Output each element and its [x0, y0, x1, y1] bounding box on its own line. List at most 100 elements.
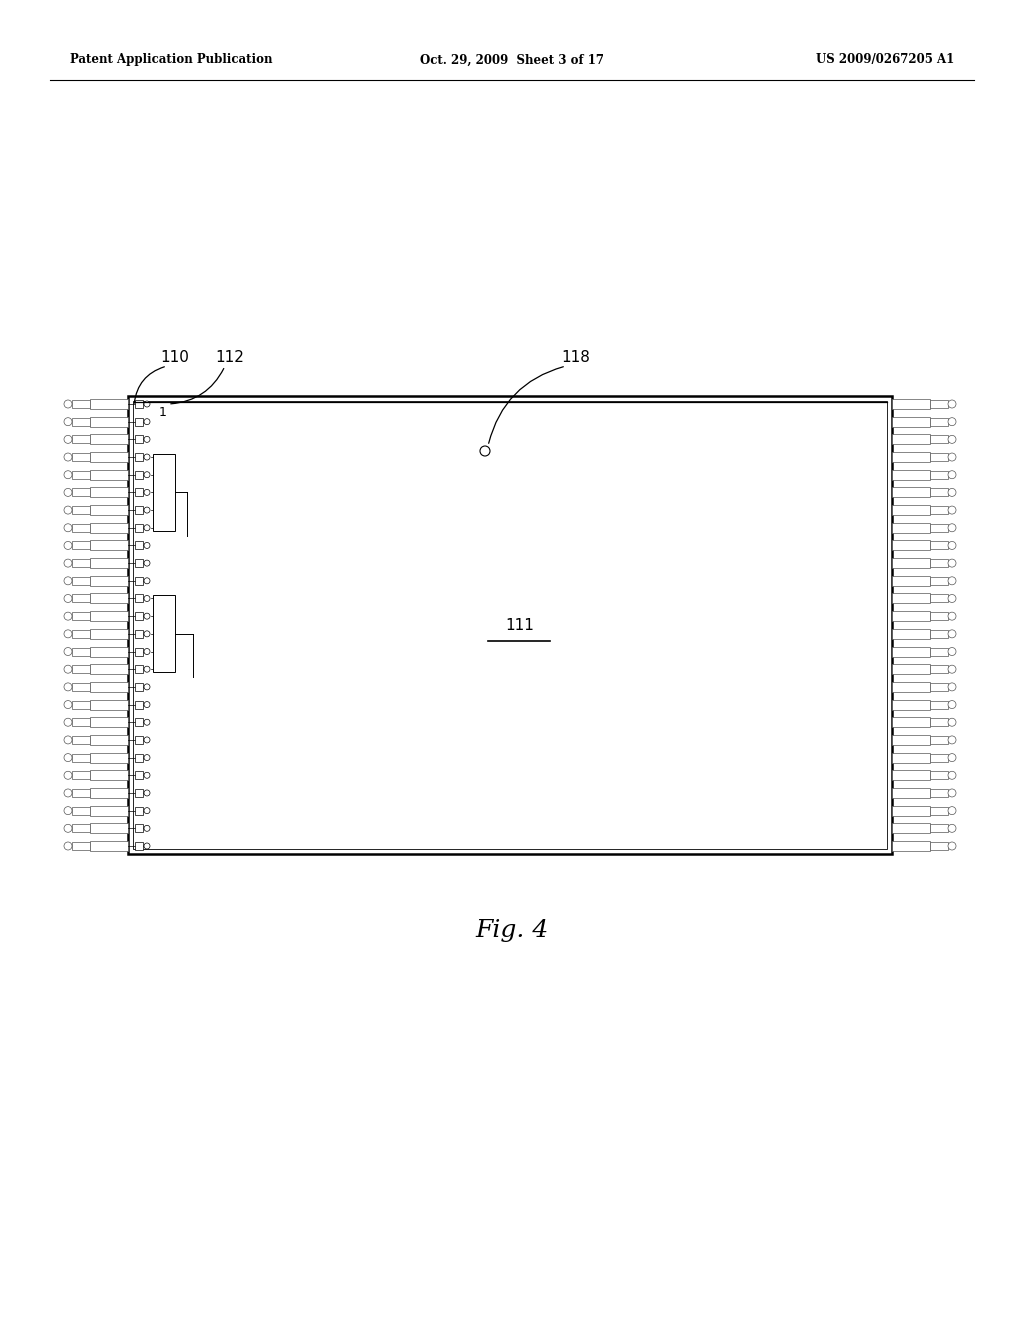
Bar: [72, 436, 90, 444]
Bar: [135, 524, 143, 532]
Text: Patent Application Publication: Patent Application Publication: [70, 54, 272, 66]
Bar: [892, 506, 930, 515]
Circle shape: [63, 612, 72, 620]
Bar: [892, 752, 930, 763]
Bar: [90, 717, 128, 727]
Circle shape: [144, 648, 150, 655]
Bar: [90, 417, 128, 426]
Bar: [930, 436, 948, 444]
Bar: [892, 682, 930, 692]
Circle shape: [144, 684, 150, 690]
Bar: [90, 805, 128, 816]
Text: 118: 118: [561, 351, 591, 366]
Circle shape: [480, 446, 490, 455]
Bar: [135, 506, 143, 513]
Text: Oct. 29, 2009  Sheet 3 of 17: Oct. 29, 2009 Sheet 3 of 17: [420, 54, 604, 66]
Bar: [892, 434, 930, 445]
Bar: [72, 771, 90, 779]
Circle shape: [948, 737, 956, 744]
Bar: [90, 540, 128, 550]
Circle shape: [948, 612, 956, 620]
Circle shape: [63, 842, 72, 850]
Circle shape: [63, 524, 72, 532]
Bar: [72, 807, 90, 814]
Bar: [90, 506, 128, 515]
Bar: [135, 577, 143, 585]
Circle shape: [144, 595, 150, 602]
Bar: [90, 558, 128, 568]
Bar: [892, 735, 930, 744]
Bar: [90, 451, 128, 462]
Circle shape: [948, 718, 956, 726]
Circle shape: [948, 417, 956, 425]
Bar: [153, 454, 175, 531]
Bar: [135, 560, 143, 568]
Bar: [930, 524, 948, 532]
Bar: [90, 752, 128, 763]
Text: 112: 112: [216, 351, 245, 366]
Circle shape: [63, 506, 72, 513]
Bar: [72, 400, 90, 408]
Bar: [930, 471, 948, 479]
Bar: [135, 737, 143, 744]
Bar: [90, 487, 128, 498]
Circle shape: [63, 577, 72, 585]
Circle shape: [948, 630, 956, 638]
Circle shape: [63, 682, 72, 690]
Bar: [892, 771, 930, 780]
Bar: [135, 488, 143, 496]
Circle shape: [63, 807, 72, 814]
Bar: [72, 524, 90, 532]
Circle shape: [948, 754, 956, 762]
Circle shape: [63, 594, 72, 602]
Bar: [135, 842, 143, 850]
Circle shape: [948, 842, 956, 850]
Bar: [90, 470, 128, 479]
Bar: [892, 805, 930, 816]
Circle shape: [63, 417, 72, 425]
Bar: [72, 701, 90, 709]
Circle shape: [144, 737, 150, 743]
Circle shape: [948, 560, 956, 568]
Circle shape: [63, 436, 72, 444]
Text: Fig. 4: Fig. 4: [475, 919, 549, 941]
Bar: [892, 417, 930, 426]
Circle shape: [144, 631, 150, 636]
Bar: [72, 577, 90, 585]
Bar: [72, 824, 90, 833]
Bar: [90, 824, 128, 833]
Circle shape: [948, 541, 956, 549]
Bar: [135, 682, 143, 690]
Bar: [90, 628, 128, 639]
Circle shape: [63, 737, 72, 744]
Bar: [135, 612, 143, 620]
Bar: [72, 665, 90, 673]
Bar: [90, 647, 128, 656]
Bar: [930, 771, 948, 779]
Bar: [72, 541, 90, 549]
Bar: [892, 611, 930, 622]
Bar: [930, 754, 948, 762]
Circle shape: [63, 824, 72, 833]
Circle shape: [144, 667, 150, 672]
Bar: [72, 789, 90, 797]
Circle shape: [948, 436, 956, 444]
Bar: [892, 399, 930, 409]
Circle shape: [144, 437, 150, 442]
Circle shape: [63, 630, 72, 638]
Bar: [135, 701, 143, 709]
Bar: [72, 737, 90, 744]
Bar: [90, 576, 128, 586]
Circle shape: [948, 807, 956, 814]
Bar: [930, 665, 948, 673]
Circle shape: [63, 718, 72, 726]
Bar: [930, 824, 948, 833]
Bar: [892, 540, 930, 550]
Circle shape: [63, 471, 72, 479]
Circle shape: [144, 525, 150, 531]
Circle shape: [144, 560, 150, 566]
Bar: [90, 399, 128, 409]
Circle shape: [144, 825, 150, 832]
Circle shape: [63, 488, 72, 496]
Bar: [135, 417, 143, 425]
